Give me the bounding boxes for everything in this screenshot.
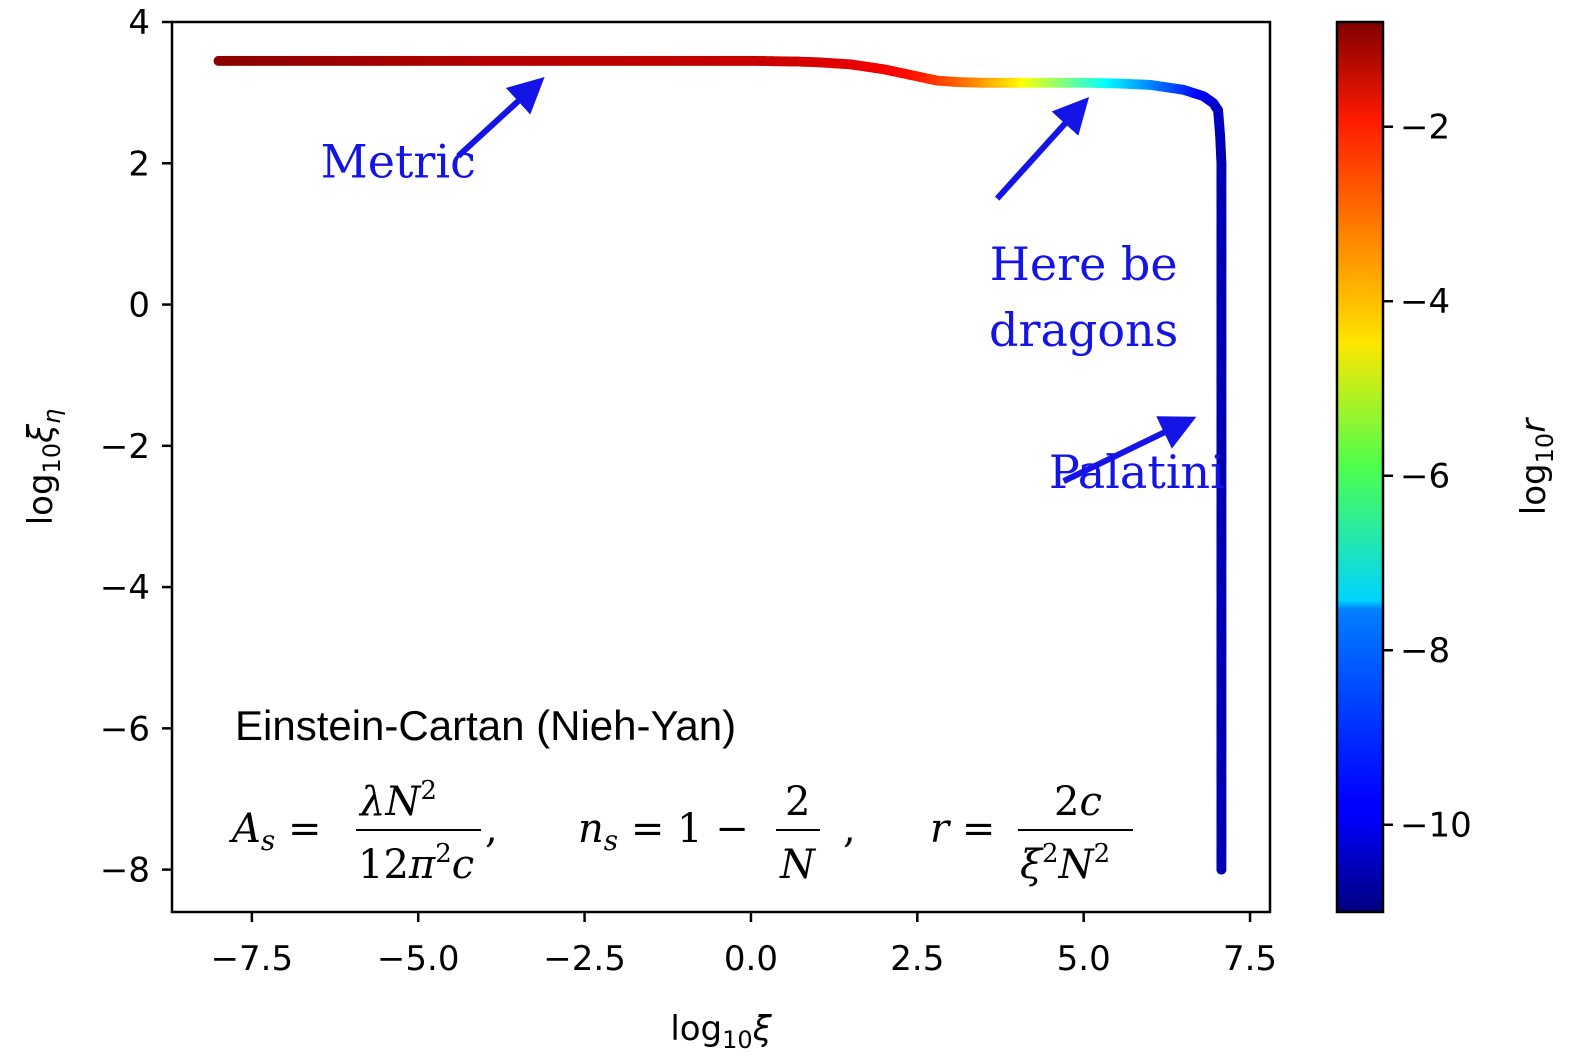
x-tick-label: 2.5 [890,939,944,979]
x-tick-label: −5.0 [377,939,460,979]
y-axis-label: log10ξη [21,409,66,526]
x-tick-label: 5.0 [1057,939,1111,979]
x-tick-label: 0.0 [724,939,778,979]
annotation-dragons-line: Here be [990,237,1178,291]
annotation-arrow-dragons [994,96,1090,201]
annotation-arrow-palatini [1062,416,1197,484]
y-tick-label: −8 [100,851,150,891]
colorbar-axis: −2 −4 −6 −8 −10 [1383,108,1472,846]
annotation-metric: Metric [321,134,476,188]
annotations: Metric Here be dragons Palatini [321,76,1225,499]
svg-text:,: , [485,806,498,852]
annotation-palatini: Palatini [1049,445,1225,499]
data-point [1216,864,1227,875]
svg-text:12π2c: 12π2c [358,839,474,888]
y-tick-label: −4 [100,568,150,608]
y-tick-label: −6 [100,709,150,749]
colorbar-tick-label: −4 [1400,282,1450,322]
svg-text:ns = 1 −: ns = 1 − [578,806,749,857]
svg-text:λN2: λN2 [358,776,437,825]
formula-as: As = λN2 12π2c , [228,776,498,888]
svg-text:r =: r = [930,806,995,852]
formula-ns: ns = 1 − 2 N , [578,779,856,888]
colorbar-frame [1335,20,1385,914]
y-tick-label: 2 [128,144,150,184]
y-tick-label: 0 [128,286,150,326]
x-tick-label: 7.5 [1223,939,1277,979]
svg-text:ξ2N2: ξ2N2 [1020,839,1110,888]
formula-r: r = 2c ξ2N2 [930,779,1133,888]
data-series [213,55,1227,875]
plot-frame [170,20,1272,914]
colorbar [1337,22,1383,912]
svg-text:2: 2 [785,779,810,825]
y-tick-label: 4 [128,3,150,43]
x-axis-label: log10ξ [670,1009,772,1054]
annotation-dragons-line: dragons [989,303,1178,357]
svg-text:As =: As = [228,806,322,857]
colorbar-tick-label: −6 [1400,457,1450,497]
y-axis: 4 2 0 −2 −4 −6 −8 [100,3,172,891]
colorbar-label: log10r [1514,417,1559,515]
colorbar-tick-label: −2 [1400,108,1450,148]
x-axis: −7.5 −5.0 −2.5 0.0 2.5 5.0 7.5 [211,912,1277,979]
annotation-arrow-metric [456,76,545,159]
colorbar-tick-label: −8 [1400,631,1450,671]
model-title: Einstein-Cartan (Nieh-Yan) [235,702,736,749]
svg-text:N: N [779,842,817,888]
x-tick-label: −7.5 [211,939,294,979]
y-tick-label: −2 [100,427,150,467]
svg-text:,: , [843,806,856,852]
x-tick-label: −2.5 [543,939,626,979]
colorbar-tick-label: −10 [1400,806,1472,846]
svg-text:2c: 2c [1054,779,1102,825]
